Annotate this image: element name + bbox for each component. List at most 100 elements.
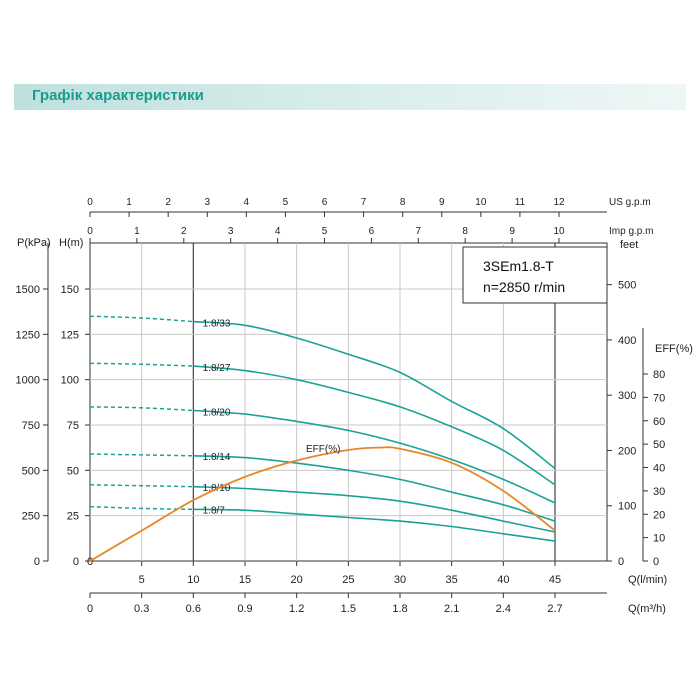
us-gpm-axis-title: US g.p.m — [609, 197, 651, 208]
imp-gpm-tick-label: 10 — [553, 226, 565, 237]
flow-lpm-axis-title: Q(l/min) — [628, 574, 667, 586]
efficiency-curve-label: EFF(%) — [306, 444, 340, 455]
head-tick-label: 75 — [67, 420, 79, 432]
efficiency-tick-label: 80 — [653, 369, 665, 381]
head-curve — [193, 320, 556, 470]
efficiency-tick-label: 10 — [653, 533, 665, 545]
flow-lpm-tick-label: 30 — [394, 574, 406, 586]
head-curve-label: 1.8/7 — [203, 506, 226, 517]
efficiency-tick-label: 60 — [653, 416, 665, 428]
flow-m3h-tick-label: 1.8 — [392, 603, 407, 615]
imp-gpm-tick-label: 2 — [181, 226, 187, 237]
pressure-tick-label: 500 — [22, 465, 40, 477]
pressure-tick-label: 250 — [22, 511, 40, 523]
section-banner: Графік характеристики — [14, 84, 686, 110]
pressure-tick-label: 1500 — [16, 284, 40, 296]
flow-m3h-tick-label: 1.5 — [341, 603, 356, 615]
head-curve — [193, 409, 556, 504]
flow-m3h-tick-label: 0.9 — [237, 603, 252, 615]
head-axis-title: H(m) — [59, 237, 83, 249]
pressure-tick-label: 1250 — [16, 329, 40, 341]
us-gpm-tick-label: 2 — [165, 197, 171, 208]
imp-gpm-tick-label: 6 — [369, 226, 375, 237]
head-curve-dashed — [89, 484, 194, 488]
pressure-tick-label: 0 — [34, 556, 40, 568]
head-curve-label: 1.8/20 — [203, 407, 231, 418]
head-curve — [193, 455, 556, 522]
feet-tick-label: 100 — [618, 501, 636, 513]
flow-m3h-tick-label: 2.4 — [496, 603, 511, 615]
flow-lpm-tick-label: 5 — [139, 574, 145, 586]
us-gpm-tick-label: 7 — [361, 197, 367, 208]
us-gpm-tick-label: 9 — [439, 197, 445, 208]
us-gpm-tick-label: 3 — [204, 197, 210, 208]
section-title: Графік характеристики — [32, 87, 204, 104]
us-gpm-tick-label: 11 — [515, 197, 526, 208]
flow-m3h-tick-label: 0.6 — [186, 603, 201, 615]
flow-m3h-tick-label: 0.3 — [134, 603, 149, 615]
us-gpm-tick-label: 5 — [283, 197, 289, 208]
head-curve-dashed — [89, 406, 194, 412]
us-gpm-tick-label: 4 — [244, 197, 250, 208]
efficiency-tick-label: 30 — [653, 486, 665, 498]
imp-gpm-tick-label: 8 — [462, 226, 468, 237]
imp-gpm-tick-label: 4 — [275, 226, 281, 237]
head-curve-dashed — [89, 453, 194, 457]
flow-m3h-tick-label: 2.1 — [444, 603, 459, 615]
feet-axis-title: feet — [620, 239, 638, 251]
flow-lpm-tick-label: 40 — [497, 574, 509, 586]
efficiency-axis-title: EFF(%) — [655, 343, 693, 355]
feet-tick-label: 300 — [618, 390, 636, 402]
imp-gpm-tick-label: 9 — [509, 226, 515, 237]
flow-m3h-tick-label: 1.2 — [289, 603, 304, 615]
us-gpm-tick-label: 8 — [400, 197, 406, 208]
head-curve-label: 1.8/14 — [203, 452, 231, 463]
head-tick-label: 25 — [67, 511, 79, 523]
flow-lpm-tick-label: 10 — [187, 574, 199, 586]
head-tick-label: 150 — [61, 284, 79, 296]
feet-tick-label: 500 — [618, 280, 636, 292]
us-gpm-tick-label: 6 — [322, 197, 328, 208]
pressure-tick-label: 1000 — [16, 375, 40, 387]
head-tick-label: 50 — [67, 465, 79, 477]
flow-lpm-tick-label: 35 — [446, 574, 458, 586]
us-gpm-tick-label: 0 — [87, 197, 93, 208]
model-speed: n=2850 r/min — [483, 279, 565, 295]
flow-lpm-tick-label: 20 — [291, 574, 303, 586]
efficiency-tick-label: 70 — [653, 392, 665, 404]
head-tick-label: 125 — [61, 329, 79, 341]
head-tick-label: 100 — [61, 375, 79, 387]
imp-gpm-tick-label: 0 — [87, 226, 93, 237]
head-curve-dashed — [89, 505, 194, 511]
imp-gpm-tick-label: 3 — [228, 226, 234, 237]
head-curve — [193, 485, 556, 533]
imp-gpm-tick-label: 7 — [416, 226, 422, 237]
us-gpm-tick-label: 1 — [126, 197, 132, 208]
feet-tick-label: 200 — [618, 445, 636, 457]
imp-gpm-axis-title: Imp g.p.m — [609, 226, 653, 237]
head-curve — [193, 365, 556, 486]
head-curve-dashed — [89, 315, 194, 323]
flow-lpm-tick-label: 15 — [239, 574, 251, 586]
us-gpm-tick-label: 12 — [553, 197, 565, 208]
flow-m3h-axis-title: Q(m³/h) — [628, 603, 666, 615]
origin-label: 0 — [87, 556, 93, 568]
efficiency-curve — [89, 446, 556, 562]
head-tick-label: 0 — [73, 556, 79, 568]
pressure-tick-label: 750 — [22, 420, 40, 432]
flow-lpm-tick-label: 45 — [549, 574, 561, 586]
head-curve — [193, 508, 556, 542]
efficiency-tick-label: 20 — [653, 509, 665, 521]
us-gpm-tick-label: 10 — [475, 197, 487, 208]
feet-tick-label: 0 — [618, 556, 624, 568]
pressure-axis-title: P(kPa) — [17, 237, 51, 249]
efficiency-tick-label: 0 — [653, 556, 659, 568]
imp-gpm-tick-label: 5 — [322, 226, 328, 237]
model-info-box — [462, 246, 608, 304]
flow-m3h-tick-label: 0 — [87, 603, 93, 615]
feet-tick-label: 400 — [618, 335, 636, 347]
imp-gpm-tick-label: 1 — [134, 226, 140, 237]
head-curve-label: 1.8/27 — [203, 363, 231, 374]
head-curve-label: 1.8/33 — [203, 318, 231, 329]
